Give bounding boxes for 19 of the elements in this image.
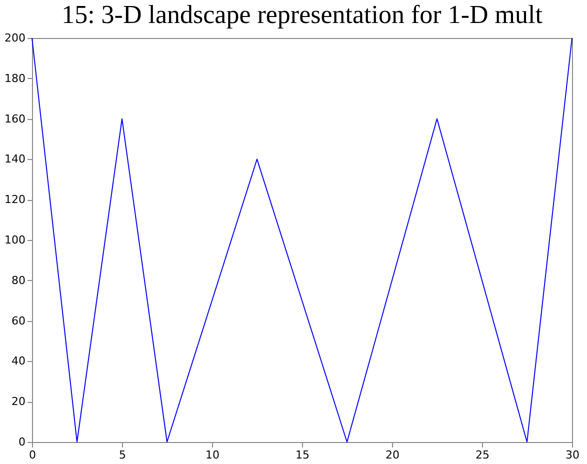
y-tick-label: 20 (12, 395, 26, 408)
x-tick-label: 30 (566, 448, 580, 462)
chart-title: 15: 3-D landscape representation for 1-D mult (62, 0, 544, 29)
y-tick-label: 0 (18, 436, 26, 448)
x-tick-label: 0 (29, 448, 36, 462)
y-tick-label: 100 (4, 234, 26, 246)
y-tick-label: 60 (12, 314, 26, 328)
y-tick-label: 80 (12, 274, 26, 287)
y-tick-label: 180 (4, 72, 26, 85)
x-tick-label: 20 (386, 448, 400, 462)
y-tick-label: 120 (4, 193, 26, 206)
x-tick-label: 15 (296, 448, 310, 462)
x-tick-label: 10 (206, 448, 220, 462)
y-tick-label: 200 (4, 32, 26, 44)
x-tick-label: 25 (476, 448, 490, 462)
y-tick-label: 140 (4, 152, 26, 166)
x-tick-label: 5 (119, 448, 126, 462)
y-tick-label: 160 (4, 112, 26, 126)
y-tick-label: 40 (12, 354, 26, 368)
